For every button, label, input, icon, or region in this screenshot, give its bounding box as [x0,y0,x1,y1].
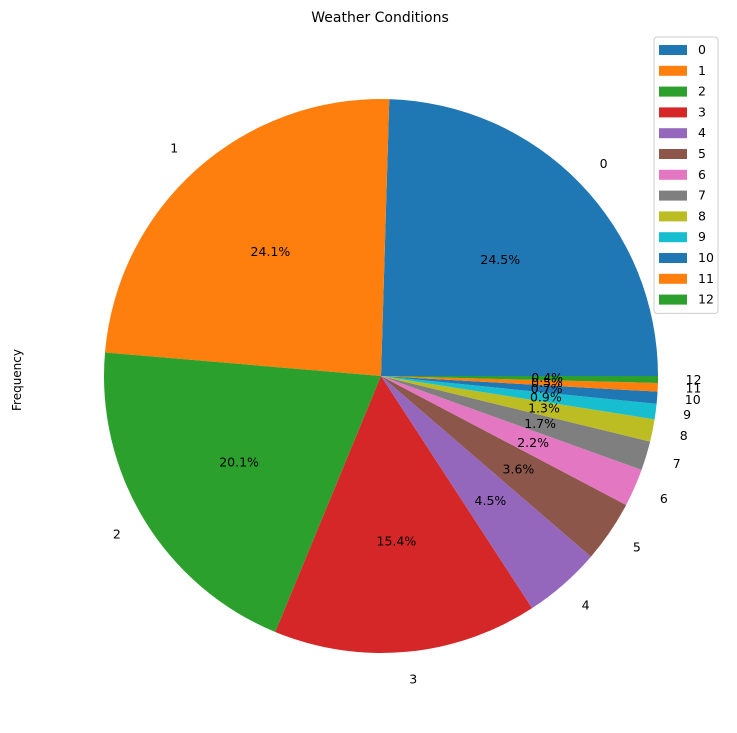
legend-label-8: 8 [698,208,706,223]
pie-slices [104,99,658,653]
pie-slice-0 [381,99,658,377]
category-label-4: 4 [582,597,590,612]
category-label-1: 1 [170,141,178,156]
legend-label-4: 4 [698,125,706,140]
pie-slice-1 [104,99,390,376]
legend-label-0: 0 [698,42,706,57]
pie-slice-9 [381,376,657,420]
percent-label-10: 0.7% [531,381,563,396]
pie-slice-10 [381,376,658,404]
percent-label-6: 2.2% [517,435,549,450]
legend-label-7: 7 [698,188,706,203]
pie-slice-8 [381,376,655,442]
percent-label-8: 1.3% [528,401,560,416]
legend-swatch-10 [659,253,687,263]
percent-label-11: 0.5% [531,375,563,390]
legend-swatch-7 [659,190,687,201]
percent-label-1: 24.1% [251,244,291,259]
pie-slice-5 [381,376,627,557]
percent-label-9: 0.9% [530,389,562,404]
pie-slice-12 [381,376,658,383]
pie-slice-7 [381,376,651,470]
legend-label-9: 9 [698,229,706,244]
percent-label-0: 24.5% [480,252,520,267]
legend-swatch-4 [659,128,687,139]
legend-label-11: 11 [698,271,714,286]
legend-swatch-6 [659,169,687,180]
category-label-0: 0 [600,156,608,171]
chart-title: Weather Conditions [311,10,449,26]
category-label-8: 8 [680,428,688,443]
percent-label-12: 0.4% [531,370,563,385]
legend-label-10: 10 [698,250,714,265]
percent-labels: 24.5% 24.1% 20.1% 15.4% 4.5% 3.6% 2.2% 1.7%1.3%… [219,244,563,549]
legend-label-2: 2 [698,84,706,99]
legend-label-5: 5 [698,146,706,161]
legend-swatch-9 [659,232,687,243]
legend-swatch-3 [659,107,687,118]
percent-label-4: 4.5% [475,493,507,508]
pie-slice-2 [104,352,381,633]
legend-swatch-8 [659,211,687,222]
category-label-10: 10 [685,392,701,407]
legend-swatch-2 [659,86,687,97]
legend-label-12: 12 [698,292,714,307]
category-label-7: 7 [673,456,681,471]
category-label-6: 6 [660,491,668,506]
category-label-12: 12 [686,372,702,387]
percent-label-7: 1.7% [524,416,556,431]
legend-swatch-11 [659,273,687,284]
legend-swatch-0 [659,45,687,55]
category-label-3: 3 [409,671,417,686]
legend-swatch-1 [659,65,687,76]
pie-slice-3 [275,376,533,653]
legend-label-3: 3 [698,104,706,119]
y-axis-label: Frequency [10,349,24,411]
category-label-2: 2 [113,527,121,542]
legend-swatch-12 [659,294,687,305]
category-label-11: 11 [685,380,701,395]
percent-label-2: 20.1% [219,454,259,469]
legend-label-6: 6 [698,167,706,182]
pie-slice-6 [381,376,642,505]
category-label-5: 5 [633,539,641,554]
legend-label-1: 1 [698,63,706,78]
pie-slice-11 [381,376,658,392]
legend-swatch-5 [659,149,687,159]
percent-label-3: 15.4% [377,533,417,548]
category-label-9: 9 [683,407,691,422]
percent-label-5: 3.6% [503,462,535,477]
pie-slice-4 [381,376,591,609]
